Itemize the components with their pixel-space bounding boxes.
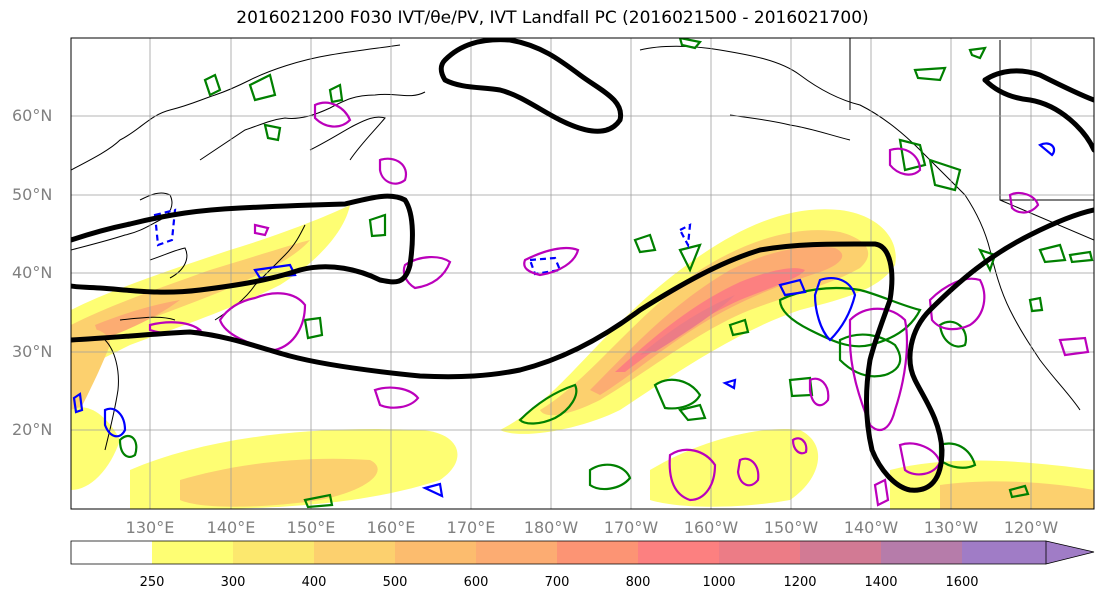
colorbar-segment: [719, 541, 800, 564]
colorbar-tick-label: 1000: [702, 575, 736, 590]
colorbar-tick-label: 500: [382, 575, 408, 590]
colorbar-tick-label: 400: [301, 575, 327, 590]
ivt-shading: [71, 205, 1094, 509]
colorbar-tick-label: 700: [544, 575, 570, 590]
lon-label: 120°W: [1003, 518, 1059, 537]
lon-label: 150°W: [763, 518, 819, 537]
colorbar-tick-label: 250: [139, 575, 165, 590]
colorbar-segment: [314, 541, 395, 564]
colorbar-segment: [962, 541, 1046, 564]
lon-label: 180°W: [523, 518, 579, 537]
lon-label: 160°W: [683, 518, 739, 537]
colorbar-extend-arrow: [1045, 540, 1095, 565]
colorbar-segment: [71, 541, 152, 564]
theta-e-contours: [71, 38, 1094, 493]
lon-label: 130°W: [923, 518, 979, 537]
colorbar-segment: [152, 541, 233, 564]
lat-label: 50°N: [12, 185, 53, 204]
colorbar-segment: [476, 541, 557, 564]
colorbar-segment: [557, 541, 638, 564]
colorbar: [70, 540, 1095, 565]
colorbar-segment: [233, 541, 314, 564]
colorbar-tick-label: 1600: [945, 575, 979, 590]
lon-label: 170°E: [446, 518, 496, 537]
lat-label: 20°N: [12, 420, 53, 439]
map-frame: [70, 37, 1095, 510]
colorbar-tick-label: 1400: [864, 575, 898, 590]
colorbar-segment: [881, 541, 962, 564]
colorbar-tick-label: 300: [220, 575, 246, 590]
pv-contours-green: [118, 38, 1094, 509]
lon-label: 170°W: [603, 518, 659, 537]
lon-label: 140°W: [843, 518, 899, 537]
colorbar-tick-label: 600: [463, 575, 489, 590]
lat-label: 40°N: [12, 263, 53, 282]
colorbar-tick-label: 1200: [783, 575, 817, 590]
lon-label: 140°E: [206, 518, 256, 537]
colorbar-segment: [395, 541, 476, 564]
lon-label: 130°E: [125, 518, 175, 537]
pv-contours-blue: [72, 142, 1056, 498]
colorbar-segment: [800, 541, 881, 564]
colorbar-segment: [638, 541, 719, 564]
colorbar-tick-label: 800: [625, 575, 651, 590]
lon-label: 150°E: [286, 518, 336, 537]
lat-label: 60°N: [12, 106, 53, 125]
lat-label: 30°N: [12, 342, 53, 361]
map-title: 2016021200 F030 IVT/θe/PV, IVT Landfall …: [236, 8, 869, 28]
lon-label: 160°E: [366, 518, 416, 537]
